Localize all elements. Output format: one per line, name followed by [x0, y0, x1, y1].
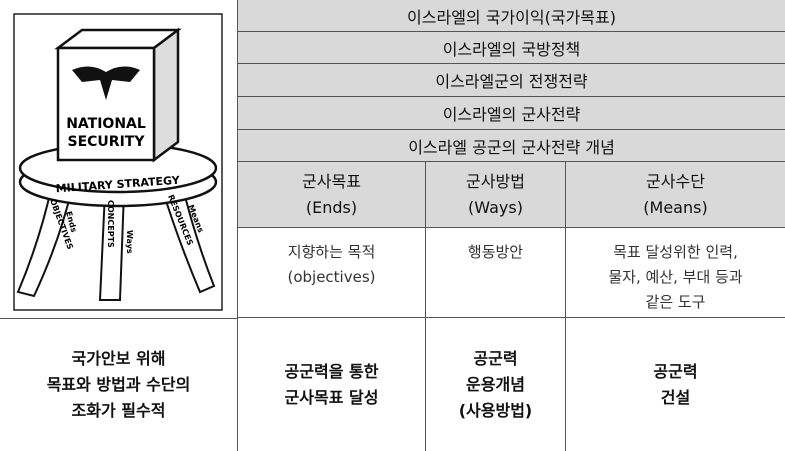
cell-line: (Ways): [468, 197, 523, 217]
cell-line: 군사목표: [302, 171, 361, 191]
leg: [16, 183, 74, 298]
cell-line: 같은 도구: [645, 293, 706, 311]
cell-heading: 군사방법 (Ways): [425, 162, 565, 228]
banner-row: 이스라엘군의 전쟁전략: [237, 64, 785, 97]
cell-line: 공군력을 통한: [284, 361, 379, 381]
leg-label: CONCEPTS: [106, 200, 115, 248]
box-front: [56, 46, 156, 162]
leg-tag: Ways: [125, 230, 134, 254]
cell-line: 군사수단: [646, 171, 705, 191]
cell-line: 지향하는 목적: [287, 243, 376, 261]
cell-line: (Means): [643, 197, 708, 217]
caption-line: 목표와 방법과 수단의: [46, 375, 191, 394]
eagle: [72, 66, 140, 100]
cell-line: 건설: [660, 387, 691, 407]
box-side: [152, 27, 180, 163]
caption-line: 조화가 필수적: [71, 401, 166, 420]
banner-row: 이스라엘의 국방정책: [237, 32, 785, 64]
caption-line: 국가안보 위해: [71, 349, 166, 368]
cell-line: 행동방안: [467, 243, 524, 261]
cell-line: 공군력: [473, 348, 518, 368]
cell-line: 공군력: [653, 361, 698, 381]
cell-line: (사용방법): [458, 400, 533, 420]
cell-line: 군사방법: [466, 171, 525, 191]
illustration: NATIONAL SECURITY MILITARY STRATEGY OBJE…: [13, 13, 223, 311]
caption: 국가안보 위해 목표와 방법과 수단의 조화가 필수적: [0, 318, 237, 451]
cell-heading: 군사수단 (Means): [565, 162, 785, 228]
leg: [160, 182, 216, 294]
cell-line: 목표 달성위한 인력,: [613, 243, 738, 261]
banner-row: 이스라엘 공군의 군사전략 개념: [237, 130, 785, 162]
banner-row: 이스라엘의 군사전략: [237, 97, 785, 130]
cell-description: 지향하는 목적 (objectives): [237, 228, 425, 318]
cell-line: 운용개념: [466, 374, 525, 394]
cell-line: (objectives): [287, 268, 376, 286]
banner-row: 이스라엘의 국가이익(국가목표): [237, 0, 785, 32]
cell-line: 물자, 예산, 부대 등과: [608, 268, 743, 286]
cell-description: 행동방안: [425, 228, 565, 318]
cell-line: (Ends): [305, 197, 358, 217]
box-label: NATIONAL: [66, 116, 146, 132]
cell-heading: 군사목표 (Ends): [237, 162, 425, 228]
box-label: SECURITY: [68, 134, 146, 150]
cell-line: 군사목표 달성: [284, 387, 379, 407]
